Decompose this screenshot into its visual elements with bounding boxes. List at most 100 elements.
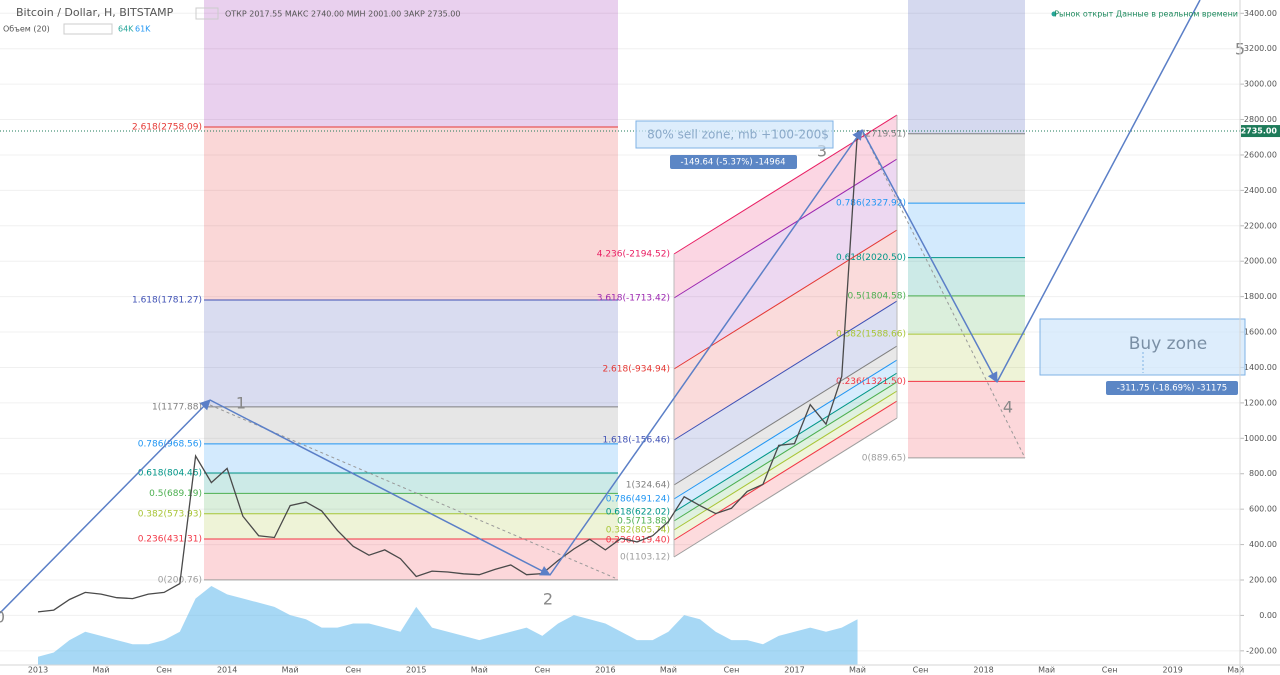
- y-tick-label: 2000.00: [1244, 257, 1277, 266]
- y-tick-label: 1600.00: [1244, 328, 1277, 337]
- volume-icons[interactable]: [63, 23, 113, 35]
- x-tick-label: 2017: [784, 666, 804, 675]
- volume-up: 64K: [118, 25, 134, 34]
- wave-arrow: [549, 129, 863, 576]
- channel-line: [673, 417, 898, 558]
- y-tick-label: 800.00: [1249, 469, 1277, 478]
- channel-band: [674, 301, 897, 485]
- x-tick-label: Сен: [1102, 666, 1118, 675]
- dashed-line: [209, 404, 616, 579]
- channel-label: 2.618(-934.94): [602, 365, 670, 375]
- wave-arrow: [0, 399, 211, 614]
- header-icons[interactable]: [195, 7, 219, 20]
- buy-zone-measure-box: [1106, 381, 1238, 395]
- y-tick-label: 3000.00: [1244, 80, 1277, 89]
- sell-zone-measure: -149.64 (-5.37%) -14964: [680, 158, 785, 168]
- channel-line: [673, 390, 898, 531]
- fib-band-top: [908, 0, 1025, 134]
- channel-line: [673, 381, 898, 522]
- fib-label: 0.382(573.93): [138, 509, 202, 519]
- fib-band: [204, 299, 618, 407]
- x-tick-label: 2015: [406, 666, 426, 675]
- channel-label: 1.618(-156.46): [602, 436, 670, 446]
- fib-band: [908, 257, 1025, 296]
- channel-label: 1(324.64): [626, 481, 670, 491]
- x-tick-label: Сен: [345, 666, 361, 675]
- fib-band: [204, 406, 618, 444]
- channel-band: [674, 373, 897, 521]
- fib-band: [204, 443, 618, 473]
- wave-label: 3: [817, 142, 827, 161]
- wave-label: 4: [1003, 398, 1013, 417]
- fib-band: [908, 133, 1025, 204]
- fib-label: 0.618(804.46): [138, 468, 202, 478]
- x-tick-label: 2013: [28, 666, 48, 675]
- fib-label: 0.236(431.31): [138, 535, 202, 545]
- fib-band: [204, 539, 618, 580]
- x-tick-label: Май: [282, 666, 299, 675]
- x-tick-label: 2018: [973, 666, 993, 675]
- x-tick-label: Май: [471, 666, 488, 675]
- volume-title: Объем (20): [3, 25, 50, 34]
- y-tick-label: 400.00: [1249, 540, 1277, 549]
- fib-band: [908, 334, 1025, 382]
- channel-line: [673, 372, 898, 513]
- channel-label: 4.236(-2194.52): [597, 250, 670, 260]
- channel-line: [673, 345, 898, 486]
- y-tick-label: 1200.00: [1244, 398, 1277, 407]
- channel-label: 3.618(-1713.42): [597, 294, 670, 304]
- volume-down: 61K: [135, 25, 151, 34]
- fib-label: 1.618(1781.27): [132, 295, 202, 305]
- y-tick-label: 2600.00: [1244, 150, 1277, 159]
- x-tick-label: Сен: [724, 666, 740, 675]
- fib-band: [908, 203, 1025, 258]
- channel-band: [674, 159, 897, 369]
- symbol-title: Bitcoin / Dollar, H, BITSTAMP: [16, 6, 174, 19]
- price-line: [37, 131, 859, 613]
- x-tick-label: 2019: [1163, 666, 1183, 675]
- sell-zone-measure-box: [670, 155, 797, 169]
- ohlc: ОТКР 2017.55 МАКС 2740.00 МИН 2001.00 ЗА…: [225, 10, 460, 19]
- last-price-label: 2735.00: [1241, 127, 1278, 136]
- channel-label: 0.618(622.02): [606, 508, 670, 518]
- y-tick-label: 1000.00: [1244, 434, 1277, 443]
- channel-band: [674, 401, 897, 557]
- sell-zone-text: 80% sell zone, mb +100-200$: [647, 128, 829, 142]
- y-tick-label: 2400.00: [1244, 186, 1277, 195]
- channel-band: [674, 382, 897, 530]
- y-tick-label: 3200.00: [1244, 44, 1277, 53]
- fib-label: 0.236(1321.50): [836, 377, 906, 387]
- y-tick-label: 2800.00: [1244, 115, 1277, 124]
- y-tick-label: 1800.00: [1244, 292, 1277, 301]
- fib-label: 0.5(1804.58): [847, 291, 906, 301]
- x-tick-label: Сен: [156, 666, 172, 675]
- y-tick-label: 600.00: [1249, 505, 1277, 514]
- wave-label: 0: [0, 608, 5, 627]
- status-dot: [1051, 11, 1057, 17]
- y-tick-label: 3400.00: [1244, 9, 1277, 18]
- fib-label: 0.786(968.56): [138, 439, 202, 449]
- x-tick-label: Май: [660, 666, 677, 675]
- market-status: Рынок открыт Данные в реальном времени: [1054, 10, 1238, 19]
- sell-zone-box: [635, 120, 834, 149]
- channel-band: [674, 391, 897, 540]
- channel-label: 0.382(805.74): [606, 526, 670, 536]
- channel-band: [674, 346, 897, 499]
- y-tick-label: 1400.00: [1244, 363, 1277, 372]
- fib-label: 0.786(2327.92): [836, 199, 906, 209]
- channel-band: [674, 360, 897, 512]
- channel-line: [673, 359, 898, 500]
- fib-band: [204, 513, 618, 540]
- channel-label: 0.236(919.40): [606, 536, 670, 546]
- fib-label: 0.5(689.19): [149, 489, 202, 499]
- fib-band-top: [204, 0, 618, 127]
- channel-line: [673, 300, 898, 441]
- fib-label: 0.382(1588.66): [836, 330, 906, 340]
- y-tick-label: -200.00: [1246, 646, 1277, 655]
- wave-label: 2: [543, 590, 553, 609]
- x-tick-label: 2016: [595, 666, 615, 675]
- fib-label: 2.618(2758.09): [132, 122, 202, 132]
- y-tick-label: 200.00: [1249, 575, 1277, 584]
